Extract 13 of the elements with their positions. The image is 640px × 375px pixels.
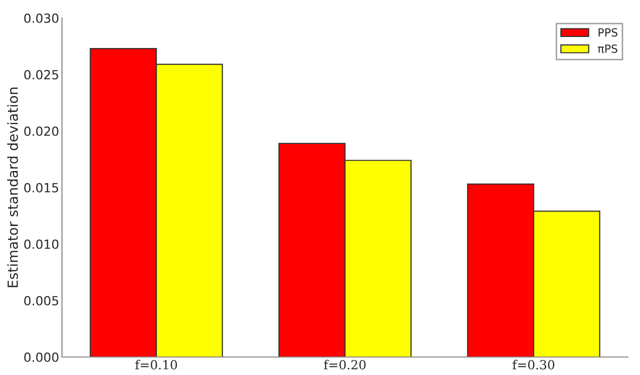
y-tick-label: 0.010 — [24, 239, 58, 249]
y-tick-label: 0.030 — [24, 13, 58, 23]
legend-label: πPS — [598, 44, 618, 53]
x-tick-label: f=0.30 — [512, 360, 554, 370]
x-tick-label: f=0.10 — [135, 360, 177, 370]
y-tick-label: 0.015 — [24, 182, 58, 192]
y-tick-label: 0.020 — [24, 126, 58, 136]
legend-label: PPS — [598, 28, 618, 37]
y-tick-label: 0.025 — [24, 70, 58, 80]
x-tick-label: f=0.20 — [324, 360, 366, 370]
y-tick-label: 0.005 — [24, 296, 58, 306]
y-tick-label: 0.000 — [24, 352, 58, 362]
y-axis-title: Estimator standard deviation — [7, 88, 18, 288]
